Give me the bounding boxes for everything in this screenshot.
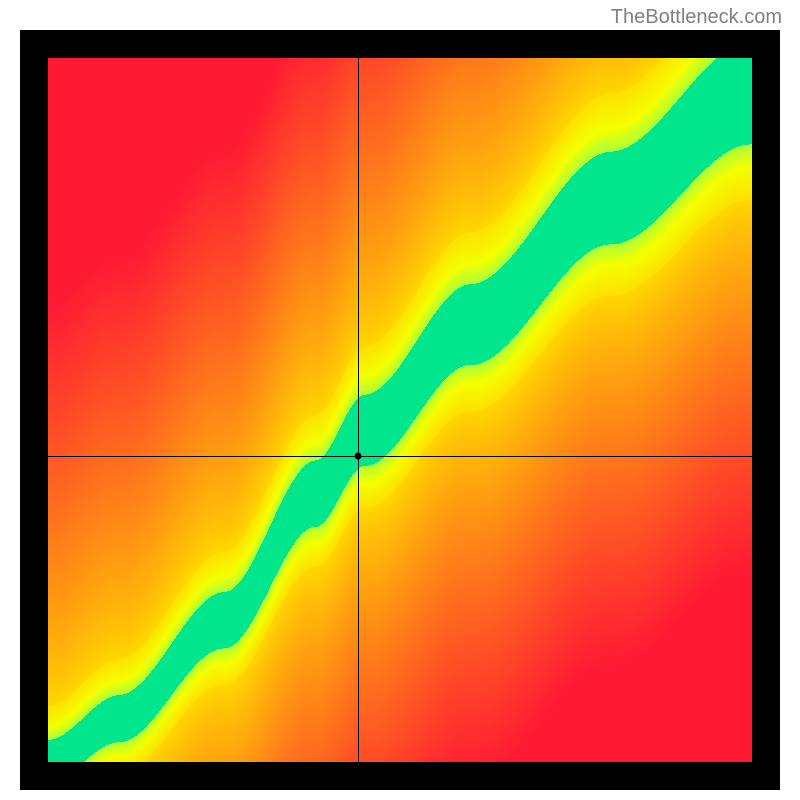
crosshair-point (354, 452, 361, 459)
crosshair-horizontal (48, 456, 752, 457)
plot-border (20, 30, 780, 790)
crosshair-vertical (358, 58, 359, 762)
watermark-text: TheBottleneck.com (611, 6, 782, 29)
chart-container: TheBottleneck.com (0, 0, 800, 800)
heatmap-canvas (48, 58, 752, 762)
plot-area (48, 58, 752, 762)
